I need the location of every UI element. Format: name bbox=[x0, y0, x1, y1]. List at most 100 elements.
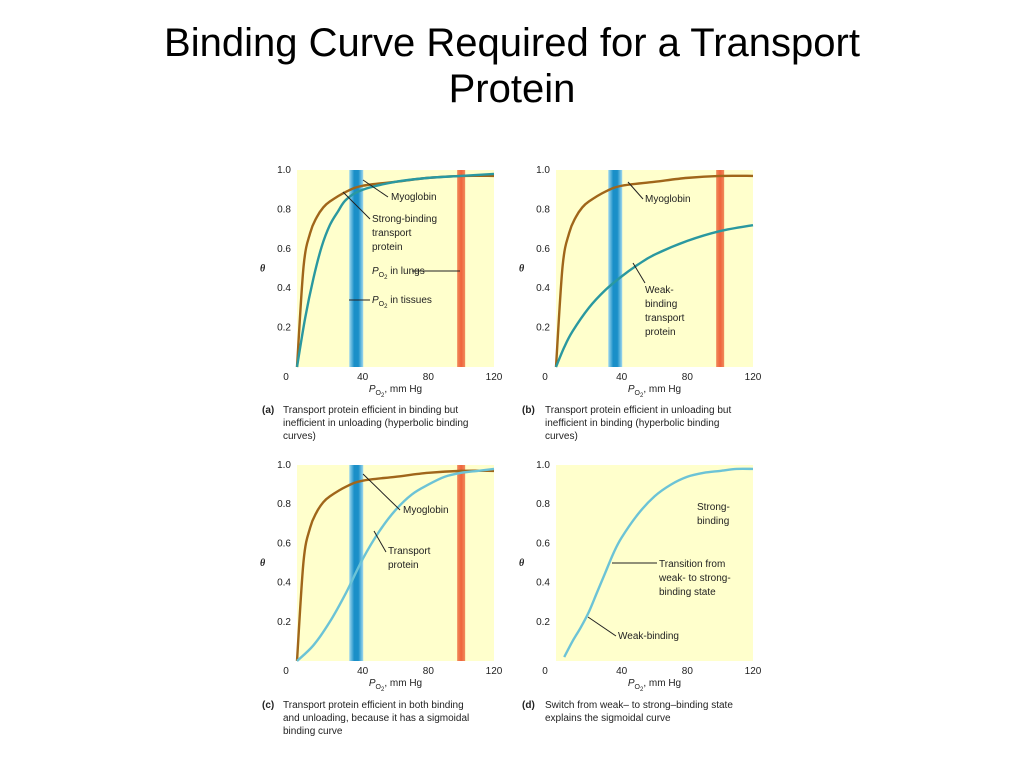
panel-b-caption-line: curves) bbox=[545, 431, 578, 442]
panel-a-annotation-leader bbox=[362, 179, 389, 198]
panel-d-annotation: weak- to strong- bbox=[658, 573, 731, 584]
panel-d-ytick-label: 0.2 bbox=[536, 617, 550, 628]
panel-c-caption-line: binding curve bbox=[283, 726, 343, 737]
panel-c-xtick-label: 120 bbox=[486, 666, 503, 677]
panel-c-xtick-label: 40 bbox=[357, 666, 369, 677]
panel-a-xtick-label: 120 bbox=[486, 372, 503, 383]
panel-b-annotation: binding bbox=[645, 299, 677, 310]
panel-a-caption-letter: (a) bbox=[262, 405, 274, 416]
panel-a-caption-line: inefficient in unloading (hyperbolic bin… bbox=[283, 418, 469, 429]
panel-c-annotation: Transport bbox=[388, 546, 431, 557]
panel-b-annotation-leader bbox=[627, 181, 644, 200]
panel-a-annotation: transport bbox=[372, 228, 412, 239]
panel-c-xtick-label: 80 bbox=[423, 666, 435, 677]
panel-d-x-axis-label: PO2, mm Hg bbox=[628, 678, 681, 693]
panel-c-lung-band bbox=[457, 465, 466, 661]
panel-a-annotation: protein bbox=[372, 242, 403, 253]
panel-b-ytick-label: 0.6 bbox=[536, 244, 550, 255]
panel-c-ytick-label: 0.4 bbox=[277, 578, 291, 589]
panel-a-x-axis-label: PO2, mm Hg bbox=[369, 384, 422, 399]
slide-title-line-1: Binding Curve Required for a Transport bbox=[164, 21, 860, 65]
panel-b-annotation: Weak- bbox=[645, 285, 674, 296]
panel-c-ytick-label: 0.8 bbox=[277, 499, 291, 510]
panel-b-xtick-label: 0 bbox=[542, 372, 548, 383]
panel-a-ytick-label: 0.6 bbox=[277, 244, 291, 255]
panel-b-annotation: protein bbox=[645, 327, 676, 338]
panel-a-caption-line: curves) bbox=[283, 431, 316, 442]
panel-a-ytick-label: 0.8 bbox=[277, 204, 291, 215]
panel-c-tissue-band bbox=[349, 465, 364, 661]
panel-b-ytick-label: 0.8 bbox=[536, 204, 550, 215]
panel-a-annotation: Strong-binding bbox=[372, 214, 437, 225]
slide-title: Binding Curve Required for a Transport P… bbox=[0, 20, 1024, 112]
panel-b-xtick-label: 120 bbox=[745, 372, 762, 383]
panel-d-caption-line: Switch from weak– to strong–binding stat… bbox=[545, 700, 733, 711]
panel-a-ytick-label: 0.4 bbox=[277, 283, 291, 294]
panel-d-xtick-label: 0 bbox=[542, 666, 548, 677]
panel-a-ytick-label: 0.2 bbox=[277, 323, 291, 334]
panel-c-caption-letter: (c) bbox=[262, 700, 274, 711]
panel-c-series-transport-protein bbox=[296, 467, 495, 662]
panel-a-annotation: PO2 in tissues bbox=[372, 295, 432, 310]
panel-a-ytick-label: 1.0 bbox=[277, 165, 291, 176]
panel-b-caption-line: inefficient in binding (hyperbolic bindi… bbox=[545, 418, 719, 429]
panel-b-annotation: transport bbox=[645, 313, 685, 324]
panel-a-tissue-band bbox=[349, 170, 364, 367]
panel-b-ytick-label: 0.4 bbox=[536, 283, 550, 294]
panel-c-ytick-label: 0.2 bbox=[277, 617, 291, 628]
panel-c-caption-line: Transport protein efficient in both bind… bbox=[283, 700, 464, 711]
panel-c-xtick-label: 0 bbox=[283, 666, 289, 677]
panel-a-xtick-label: 0 bbox=[283, 372, 289, 383]
panel-c-series-myoglobin bbox=[295, 469, 495, 662]
panel-d-ytick-label: 1.0 bbox=[536, 460, 550, 471]
panel-a-xtick-label: 80 bbox=[423, 372, 435, 383]
panel-a-caption-line: Transport protein efficient in binding b… bbox=[283, 405, 458, 416]
panel-b-xtick-label: 80 bbox=[682, 372, 694, 383]
panel-a-series-strong-binding-transport-protein bbox=[295, 172, 495, 368]
panel-d-series-transport-protein bbox=[563, 467, 754, 658]
panel-d-xtick-label: 40 bbox=[616, 666, 628, 677]
panel-d-y-axis-label: θ bbox=[519, 558, 525, 569]
panel-d-xtick-label: 80 bbox=[682, 666, 694, 677]
panel-c-annotation-leader bbox=[362, 473, 401, 511]
panel-d-ytick-label: 0.4 bbox=[536, 578, 550, 589]
panel-b-annotation-leader bbox=[632, 262, 646, 284]
panel-a-annotation-leader bbox=[342, 191, 371, 220]
slide-title-line-2: Protein bbox=[448, 67, 576, 111]
panel-d-caption-letter: (d) bbox=[522, 700, 535, 711]
panel-b-caption-line: Transport protein efficient in unloading… bbox=[545, 405, 731, 416]
panel-c-ytick-label: 0.6 bbox=[277, 538, 291, 549]
panel-c-caption-line: and unloading, because it has a sigmoida… bbox=[283, 713, 469, 724]
panel-b-x-axis-label: PO2, mm Hg bbox=[628, 384, 681, 399]
panel-b-ytick-label: 1.0 bbox=[536, 165, 550, 176]
panel-d-annotation: Transition from bbox=[659, 559, 725, 570]
panel-a-y-axis-label: θ bbox=[260, 264, 266, 275]
panel-b-tissue-band bbox=[608, 170, 623, 367]
panel-b-lung-band bbox=[716, 170, 725, 367]
panel-a-xtick-label: 40 bbox=[357, 372, 369, 383]
panel-b-y-axis-label: θ bbox=[519, 264, 525, 275]
panel-d-annotation: binding bbox=[697, 516, 729, 527]
panel-d-xtick-label: 120 bbox=[745, 666, 762, 677]
panel-c-ytick-label: 1.0 bbox=[277, 460, 291, 471]
panel-d-caption-line: explains the sigmoidal curve bbox=[545, 713, 671, 724]
panel-d-annotation-leader bbox=[587, 616, 617, 637]
panel-b-xtick-label: 40 bbox=[616, 372, 628, 383]
panel-b-series-myoglobin bbox=[554, 174, 754, 368]
panel-c-annotation-leader bbox=[373, 530, 387, 553]
panel-c-annotation: Myoglobin bbox=[403, 505, 449, 516]
panel-d-annotation: binding state bbox=[659, 587, 716, 598]
panel-d-annotation: Weak-binding bbox=[618, 631, 679, 642]
panel-a-annotation: PO2 in lungs bbox=[372, 266, 425, 281]
panel-c-x-axis-label: PO2, mm Hg bbox=[369, 678, 422, 693]
panel-d-ytick-label: 0.8 bbox=[536, 499, 550, 510]
panel-b-caption-letter: (b) bbox=[522, 405, 535, 416]
panel-b-series-weak-binding-transport-protein bbox=[554, 223, 754, 368]
panel-d-annotation: Strong- bbox=[697, 502, 730, 513]
panel-a-annotation: Myoglobin bbox=[391, 192, 437, 203]
panel-b-ytick-label: 0.2 bbox=[536, 323, 550, 334]
panel-c-y-axis-label: θ bbox=[260, 558, 266, 569]
panel-a-lung-band bbox=[457, 170, 466, 367]
panel-b-annotation: Myoglobin bbox=[645, 194, 691, 205]
